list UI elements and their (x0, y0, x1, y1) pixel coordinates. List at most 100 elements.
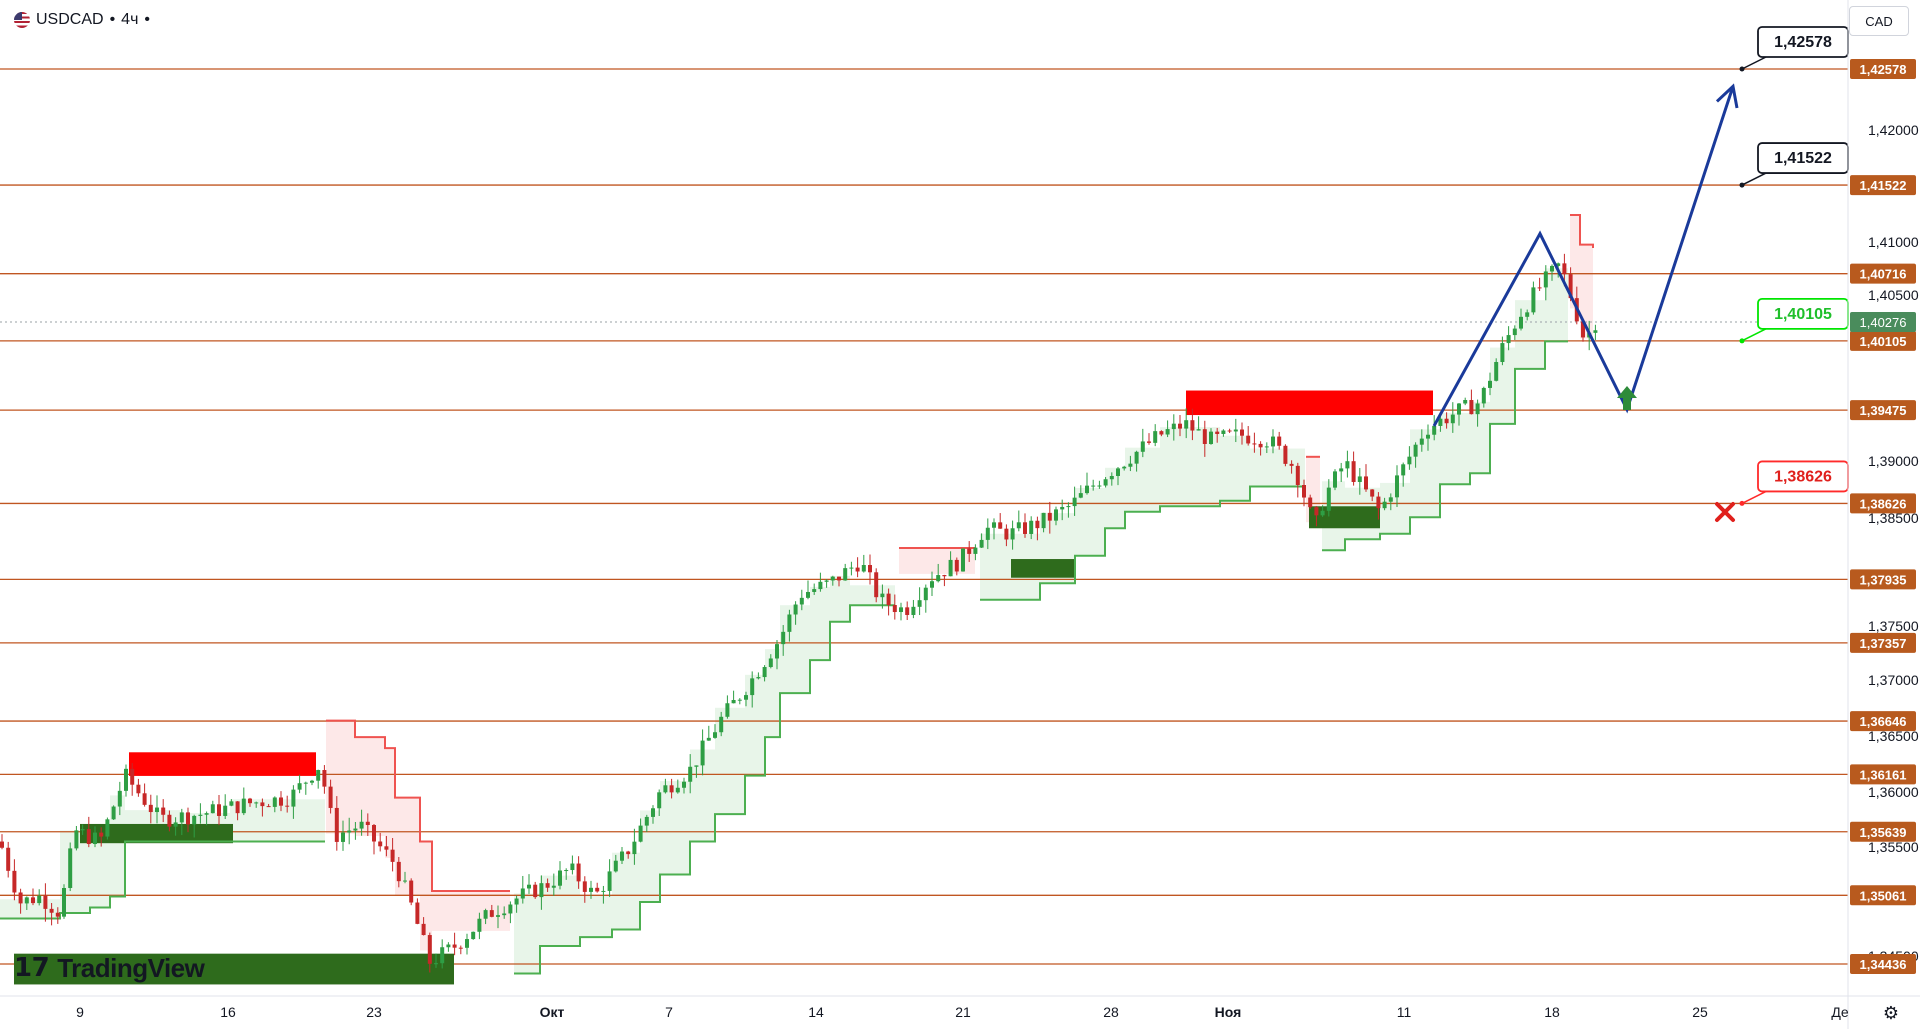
candle-body (353, 828, 358, 831)
candle-body (1196, 429, 1201, 431)
trail-fill (850, 585, 895, 606)
tradingview-logo[interactable]: 𝟭𝟳 TradingView (14, 952, 205, 984)
tradingview-logo-icon: 𝟭𝟳 (14, 953, 50, 983)
interval-label[interactable]: 4ч (121, 11, 139, 28)
candle-body (310, 780, 314, 783)
candle-body (998, 522, 1003, 529)
callouts-layer[interactable]: 1,42578 1,41522 1,40105 1,38626 (1739, 26, 1849, 506)
price-callout-label: 1,42578 (1774, 34, 1832, 51)
candle-body (124, 768, 128, 791)
candle-body (1047, 512, 1052, 521)
supply-zone[interactable] (1186, 390, 1433, 416)
candle-body (136, 784, 141, 794)
candle-body (1481, 387, 1486, 404)
candle-body (217, 804, 221, 816)
candle-body (341, 832, 345, 842)
candle-body (818, 581, 823, 590)
candle-body (1122, 466, 1127, 469)
candle-body (1140, 441, 1145, 452)
level-price-tag (1850, 400, 1916, 421)
candle-body (899, 607, 903, 613)
candle-body (1233, 429, 1238, 432)
demand-zone[interactable] (1309, 506, 1380, 529)
candle-body (210, 804, 215, 814)
price-axis[interactable]: 1,42000 1,41000 1,40500 1,39000 1,38500 1,375… (1847, 0, 1919, 1029)
candle-body (812, 589, 817, 592)
candle-body (452, 944, 457, 948)
trail-fill (660, 781, 690, 875)
time-axis[interactable]: 9 16 23 Окт 7 14 21 28 Ноя 11 18 25 Де (0, 995, 1920, 1020)
level-price-label: 1,40716 (1860, 267, 1907, 282)
candle-body (161, 807, 166, 815)
candle-body (155, 807, 159, 813)
candle-body (706, 737, 711, 741)
candle-body (539, 883, 544, 898)
candle-body (1215, 431, 1220, 434)
projection-path[interactable] (1432, 85, 1735, 427)
candle-body (1475, 403, 1480, 415)
level-price-label: 1,35639 (1860, 825, 1907, 840)
candle-body (992, 522, 996, 528)
candle-body (1221, 430, 1226, 434)
candle-body (192, 815, 197, 825)
candle-body (868, 565, 872, 573)
candle-body (49, 908, 54, 913)
gear-icon[interactable]: ⚙ (1882, 1002, 1900, 1023)
level-price-tag (1850, 330, 1916, 351)
candle-body (905, 607, 910, 615)
candle-body (688, 766, 693, 782)
demand-zone[interactable] (1011, 559, 1074, 578)
up-arrow-icon (1617, 386, 1637, 410)
supply-zone[interactable] (129, 752, 316, 776)
candle-body (694, 765, 699, 767)
candle-body (24, 897, 29, 904)
header-separator: • (109, 11, 116, 28)
candle-body (942, 575, 947, 577)
candle-body (1078, 493, 1083, 498)
candle-body (923, 587, 928, 601)
trailing-stop-line (980, 485, 1305, 601)
current-price-tag[interactable] (1850, 312, 1916, 333)
projection-layer[interactable] (1432, 83, 1739, 522)
time-tick-label: 16 (220, 1004, 236, 1020)
time-tick-label: 25 (1692, 1004, 1708, 1020)
candle-body (613, 860, 618, 872)
candle-body (12, 870, 17, 893)
currency-button[interactable]: CAD (1849, 6, 1909, 36)
candle-body (458, 947, 463, 949)
trailing-stop-line (326, 719, 510, 893)
candle-body (1413, 444, 1418, 457)
candle-body (880, 593, 885, 598)
candle-body (229, 801, 234, 806)
trail-fill (1410, 429, 1440, 518)
symbol-name[interactable]: USDCAD (36, 11, 104, 28)
candle-body (564, 870, 569, 872)
candle-body (1568, 274, 1573, 299)
candle-body (626, 851, 631, 855)
candle-body (570, 863, 575, 871)
time-tick-label: 7 (665, 1004, 673, 1020)
callout-leader (1741, 172, 1767, 186)
trail-fill (780, 605, 810, 694)
candle-body (1450, 414, 1455, 424)
callout-anchor-dot (1739, 66, 1745, 72)
time-tick-label: 28 (1103, 1004, 1119, 1020)
level-price-tag (1850, 821, 1916, 842)
trail-fill (1580, 244, 1593, 339)
demand-zone[interactable] (80, 823, 233, 844)
candle-body (328, 786, 333, 808)
time-tick-label: Окт (540, 1004, 565, 1020)
candle-body (1054, 509, 1058, 521)
us-flag-icon (14, 12, 30, 28)
symbol-header[interactable]: USDCAD • 4ч • (10, 8, 155, 32)
candle-body (1444, 418, 1449, 424)
candle-body (415, 902, 420, 924)
candle-body (843, 568, 848, 581)
level-price-label: 1,42578 (1860, 62, 1907, 77)
candle-body (279, 797, 283, 806)
candle-body (762, 667, 767, 678)
candle-body (266, 806, 271, 808)
candle-body (173, 822, 178, 827)
demand-zone[interactable] (14, 953, 454, 985)
